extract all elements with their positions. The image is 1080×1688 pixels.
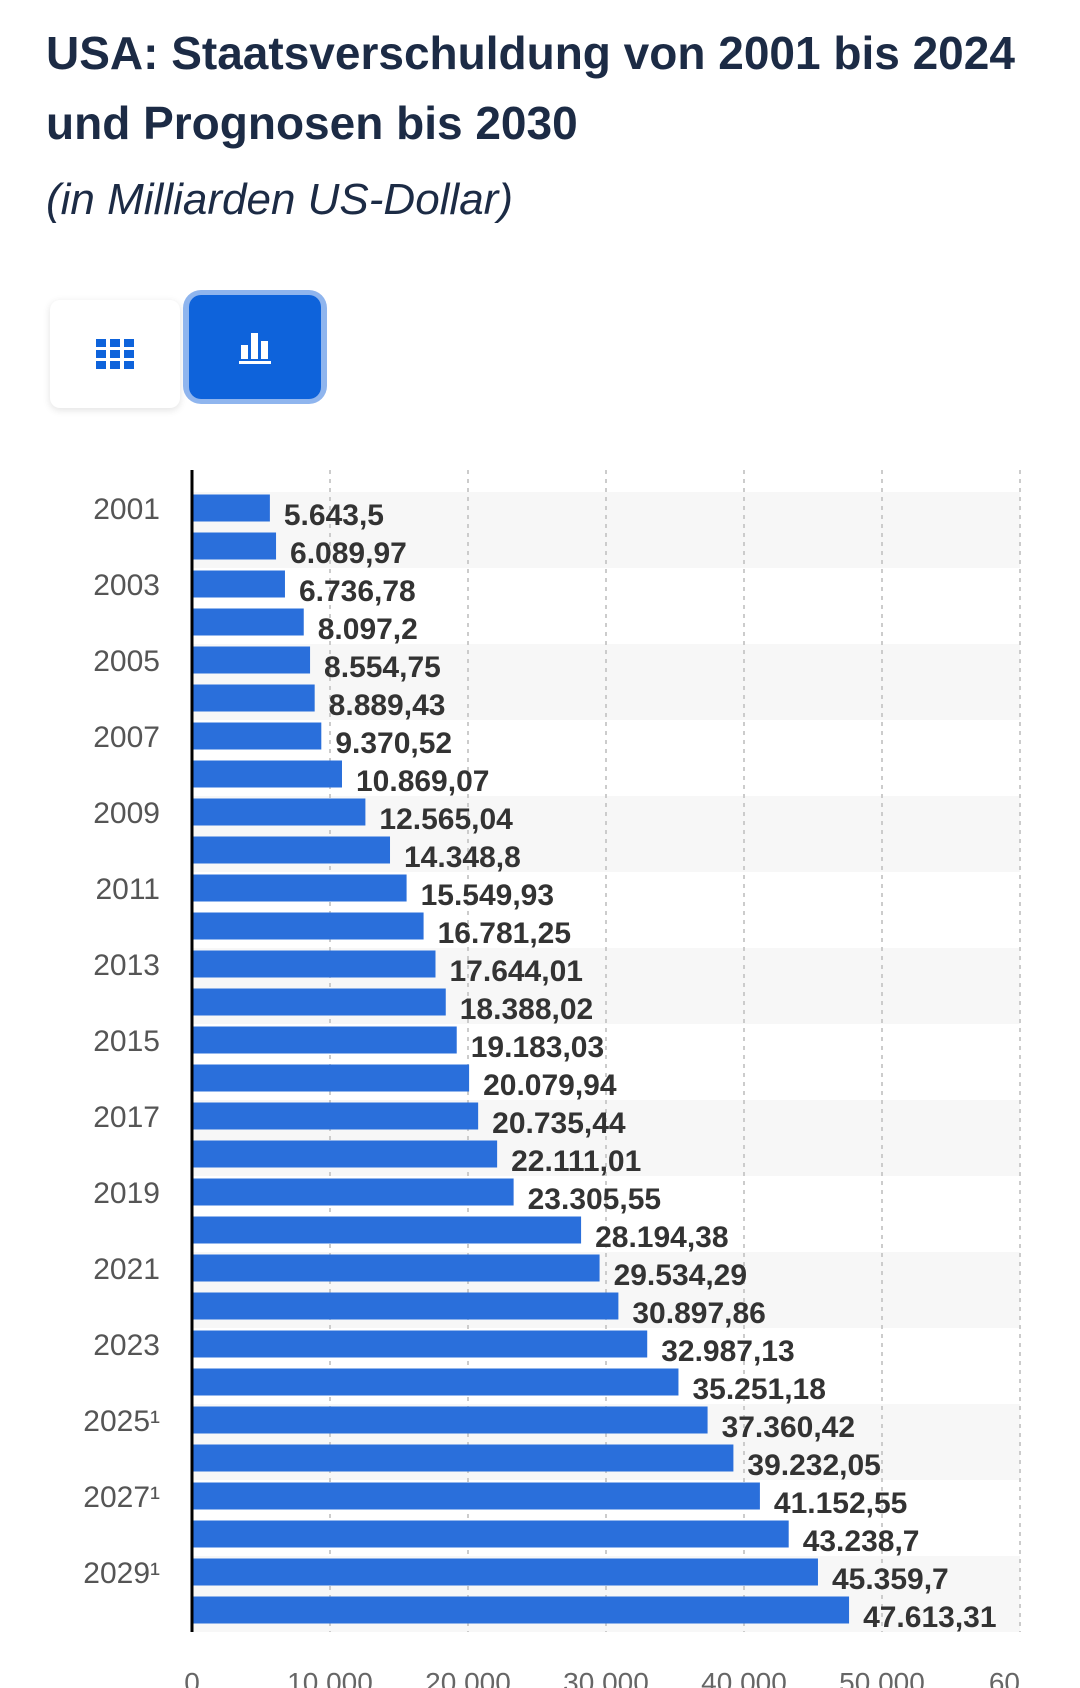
value-label: 29.534,29 [614,1259,747,1292]
value-label: 8.097,2 [318,613,418,646]
table-view-button[interactable] [50,300,180,408]
bar-chart-icon [239,333,271,364]
category-label: 2013 [93,949,160,982]
value-label: 20.079,94 [483,1069,617,1102]
value-label: 20.735,44 [492,1107,626,1140]
bar[interactable] [192,684,315,712]
value-label: 35.251,18 [692,1373,825,1406]
x-tick-label: 30.000 [563,1667,649,1688]
chart-title: USA: Staatsverschuldung von 2001 bis 202… [46,27,1015,149]
value-label: 10.869,07 [356,765,489,798]
value-label: 9.370,52 [335,727,452,760]
category-label: 2005 [93,645,160,678]
bar[interactable] [192,1178,514,1206]
bar[interactable] [192,646,311,674]
category-label: 2029¹ [83,1557,160,1590]
category-label: 2021 [93,1253,160,1286]
x-tick-label: 40.000 [701,1667,787,1688]
value-label: 5.643,5 [284,499,384,532]
chart-view-button-inner [189,295,321,399]
value-label: 15.549,93 [421,879,554,912]
bar[interactable] [192,1444,734,1472]
bar[interactable] [192,532,277,560]
bar[interactable] [192,988,446,1016]
value-label: 14.348,8 [404,841,521,874]
grid-icon [96,339,134,369]
bar[interactable] [192,760,342,788]
x-tick-label: 0 [184,1667,200,1688]
category-label: 2027¹ [83,1481,160,1514]
value-label: 23.305,55 [528,1183,661,1216]
bar[interactable] [192,1064,470,1092]
bar[interactable] [192,1102,479,1130]
bar[interactable] [192,1292,619,1320]
bar[interactable] [192,1558,818,1586]
value-label: 37.360,42 [722,1411,855,1444]
bar[interactable] [192,1254,600,1282]
value-label: 47.613,31 [863,1601,996,1634]
x-tick-label: 10.000 [287,1667,373,1688]
row-band [192,644,1020,720]
x-tick-label: 20.000 [425,1667,511,1688]
x-tick-label: 50.000 [839,1667,925,1688]
category-label: 2007 [93,721,160,754]
x-tick-label: 60.... [989,1667,1051,1688]
category-label: 2003 [93,569,160,602]
bar[interactable] [192,912,424,940]
category-label: 2025¹ [83,1405,160,1438]
value-label: 12.565,04 [379,803,513,836]
bar[interactable] [192,1140,498,1168]
value-label: 6.089,97 [290,537,407,570]
bar[interactable] [192,570,285,598]
bar[interactable] [192,950,436,978]
bar[interactable] [192,1406,708,1434]
value-label: 17.644,01 [449,955,582,988]
value-label: 8.554,75 [324,651,441,684]
value-label: 19.183,03 [471,1031,604,1064]
bar[interactable] [192,1596,850,1624]
bar[interactable] [192,798,366,826]
value-label: 39.232,05 [747,1449,880,1482]
value-label: 8.889,43 [329,689,446,722]
value-label: 32.987,13 [661,1335,794,1368]
category-label: 2019 [93,1177,160,1210]
category-label: 2001 [93,493,160,526]
bar[interactable] [192,1482,760,1510]
value-label: 28.194,38 [595,1221,728,1254]
value-label: 16.781,25 [438,917,571,950]
category-label: 2017 [93,1101,160,1134]
category-label: 2023 [93,1329,160,1362]
bar-chart: 2001 2003 2005 2007 2009 2011 2013 2015 2017 2019… [83,470,1051,1688]
bar[interactable] [192,494,270,522]
category-label: 2015 [93,1025,160,1058]
chart-view-button[interactable] [183,290,327,404]
value-label: 22.111,01 [511,1145,641,1178]
value-label: 30.897,86 [632,1297,765,1330]
category-label: 2011 [95,873,160,906]
bar[interactable] [192,1330,648,1358]
bar[interactable] [192,1520,789,1548]
value-label: 18.388,02 [460,993,593,1026]
value-label: 45.359,7 [832,1563,949,1596]
value-label: 43.238,7 [803,1525,920,1558]
row-band [192,492,1020,568]
value-label: 6.736,78 [299,575,416,608]
bar[interactable] [192,1368,679,1396]
bar[interactable] [192,722,322,750]
bar[interactable] [192,836,391,864]
bar[interactable] [192,608,304,636]
chart-subtitle: (in Milliarden US-Dollar) [46,175,513,224]
bar[interactable] [192,874,407,902]
category-label: 2009 [93,797,160,830]
bar[interactable] [192,1216,582,1244]
bar[interactable] [192,1026,457,1054]
value-label: 41.152,55 [774,1487,907,1520]
